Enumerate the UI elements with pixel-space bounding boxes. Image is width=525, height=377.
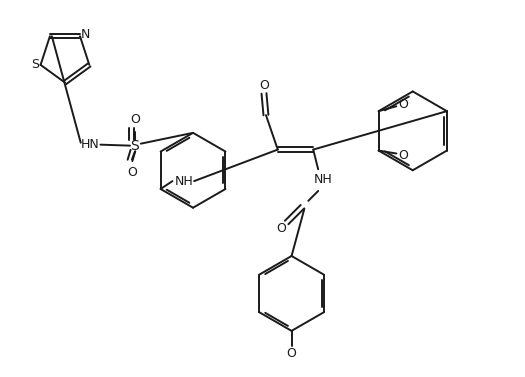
Text: N: N	[80, 28, 90, 41]
Text: O: O	[276, 222, 286, 235]
Text: HN: HN	[81, 138, 100, 151]
Text: NH: NH	[314, 173, 332, 185]
Text: O: O	[287, 347, 297, 360]
Text: O: O	[398, 149, 408, 162]
Text: O: O	[398, 98, 408, 111]
Text: NH: NH	[175, 175, 194, 188]
Text: O: O	[130, 113, 140, 126]
Text: O: O	[127, 166, 137, 179]
Text: O: O	[259, 79, 269, 92]
Text: S: S	[131, 139, 139, 153]
Text: S: S	[30, 58, 39, 71]
